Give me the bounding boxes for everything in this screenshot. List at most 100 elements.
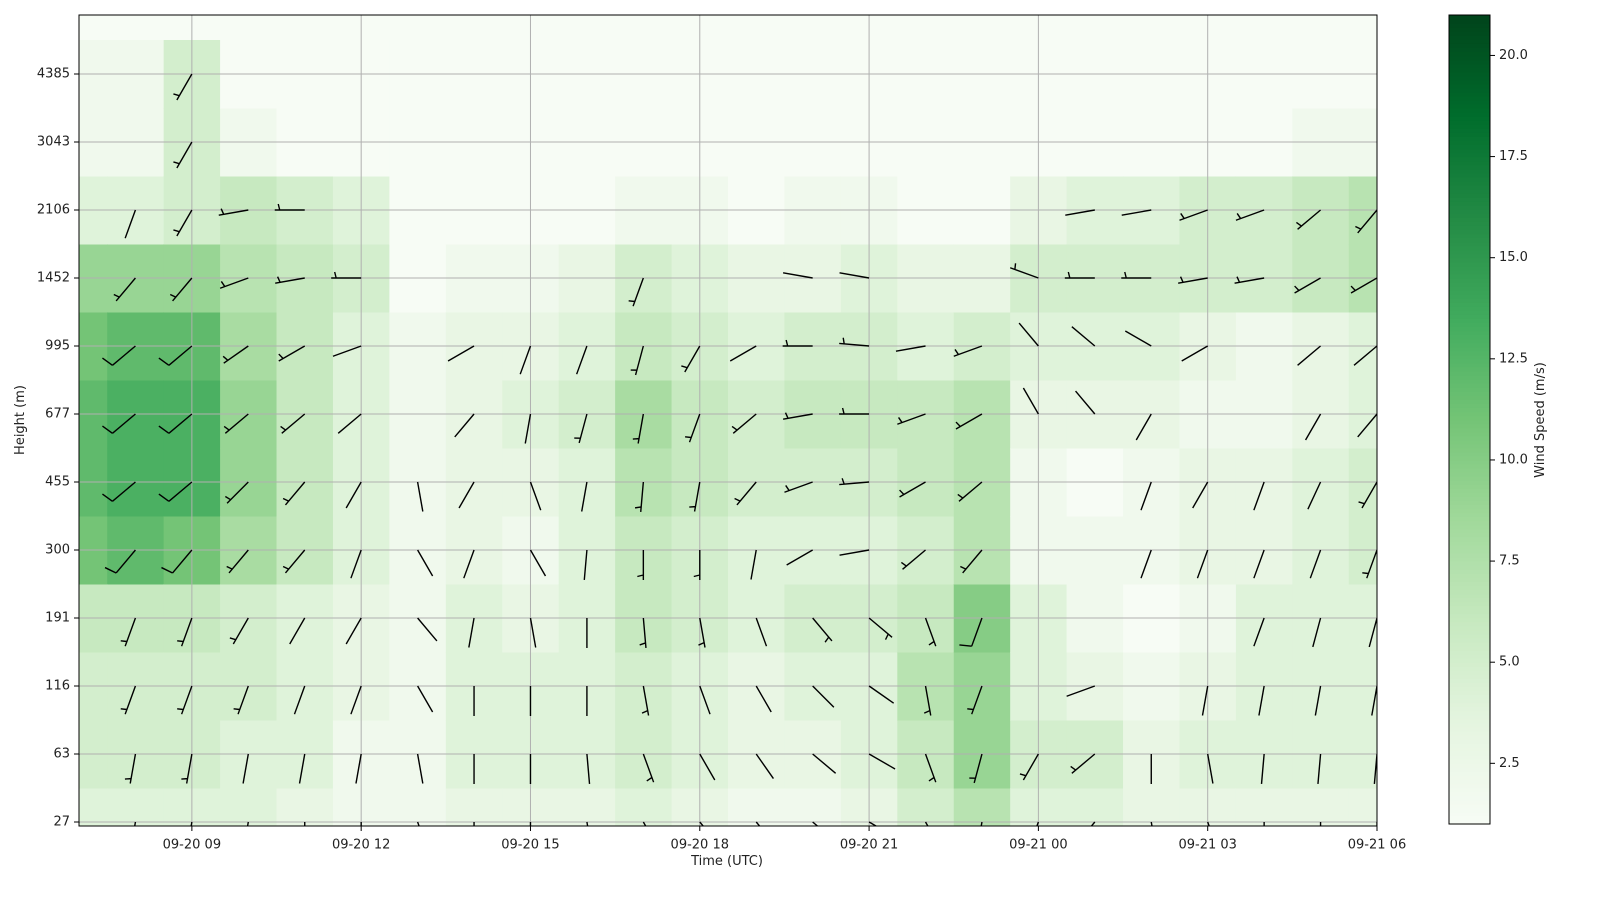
colorbar-segment xyxy=(1449,662,1490,667)
colorbar-frame xyxy=(1448,14,1491,825)
colorbar-segment xyxy=(1449,168,1490,174)
colorbar-segment xyxy=(1449,164,1490,170)
wind-barb xyxy=(224,481,249,504)
wind-barb xyxy=(575,345,588,375)
wind-barb xyxy=(1307,481,1322,510)
wind-barb xyxy=(924,617,937,647)
colorbar-segment xyxy=(1449,379,1490,384)
x-tick-label: 09-21 03 xyxy=(1178,838,1236,853)
colorbar-segment xyxy=(1449,641,1490,647)
wind-barb xyxy=(1009,263,1039,279)
heatmap xyxy=(79,15,1377,826)
colorbar-segment xyxy=(1449,152,1490,158)
heatmap-cell xyxy=(615,788,673,826)
colorbar-segment xyxy=(1449,395,1490,400)
wind-barb xyxy=(519,345,532,375)
wind-barb xyxy=(782,412,813,420)
colorbar-segment xyxy=(1449,257,1490,263)
colorbar-segment xyxy=(1449,690,1490,696)
colorbar-segment xyxy=(1449,209,1490,214)
colorbar-segment xyxy=(1449,767,1490,773)
wind-barb xyxy=(1234,276,1265,284)
colorbar-segment xyxy=(1449,654,1490,659)
wind-barb xyxy=(102,345,136,366)
colorbar-segment xyxy=(1449,399,1490,404)
colorbar-tick-label: 7.5 xyxy=(1499,554,1520,569)
wind-barb xyxy=(529,549,547,577)
colorbar-segment xyxy=(1449,544,1490,550)
colorbar-segment xyxy=(1449,197,1490,202)
wind-barb xyxy=(895,345,926,352)
wind-barb xyxy=(229,617,249,645)
colorbar-segment xyxy=(1449,759,1490,764)
wind-barb xyxy=(750,549,757,580)
colorbar-segment xyxy=(1449,516,1490,522)
heatmap-cell xyxy=(784,788,842,826)
wind-barb xyxy=(642,753,655,783)
colorbar-segment xyxy=(1449,435,1490,441)
wind-barb xyxy=(350,685,362,715)
colorbar-segment xyxy=(1449,775,1490,781)
colorbar-segment xyxy=(1449,722,1490,728)
colorbar-segment xyxy=(1449,120,1490,125)
colorbar-segment xyxy=(1449,702,1490,708)
colorbar-tick-label: 2.5 xyxy=(1499,756,1520,771)
colorbar-segment xyxy=(1449,217,1490,222)
wind-barb xyxy=(458,481,475,509)
wind-barb xyxy=(1371,685,1377,716)
wind-barb xyxy=(454,413,475,438)
wind-barb xyxy=(786,549,814,566)
colorbar-tick-label: 20.0 xyxy=(1499,48,1528,63)
colorbar-segment xyxy=(1449,184,1490,190)
colorbar-segment xyxy=(1449,500,1490,506)
colorbar-segment xyxy=(1449,625,1490,631)
wind-barb xyxy=(1124,330,1152,347)
colorbar-segment xyxy=(1449,666,1490,671)
colorbar-segment xyxy=(1449,51,1490,57)
colorbar-segment xyxy=(1449,819,1490,825)
wind-barb xyxy=(868,753,896,770)
colorbar-segment xyxy=(1449,609,1490,615)
colorbar-segment xyxy=(1449,370,1490,376)
y-tick-label: 27 xyxy=(53,815,70,830)
colorbar-segment xyxy=(1449,221,1490,226)
colorbar-segment xyxy=(1449,245,1490,251)
wind-barb xyxy=(417,617,438,642)
wind-barb xyxy=(104,549,136,574)
wind-barb xyxy=(782,272,813,279)
wind-barb xyxy=(337,413,362,434)
colorbar-segment xyxy=(1449,504,1490,510)
colorbar-segment xyxy=(1449,132,1490,137)
wind-barb xyxy=(1121,271,1152,279)
colorbar-segment xyxy=(1449,601,1490,607)
wind-barb xyxy=(181,753,193,784)
wind-barb xyxy=(634,481,645,512)
wind-barb xyxy=(1358,481,1377,509)
wind-barb xyxy=(1304,413,1322,441)
wind-barb xyxy=(1317,753,1322,784)
colorbar-segment xyxy=(1449,710,1490,716)
grid xyxy=(79,15,1378,826)
colorbar-segment xyxy=(1449,484,1490,489)
wind-barb xyxy=(416,753,424,784)
wind-barb xyxy=(1312,617,1322,648)
colorbar-segment xyxy=(1449,557,1490,562)
colorbar-segment xyxy=(1449,286,1490,291)
colorbar-segment xyxy=(1449,480,1490,485)
wind-barb xyxy=(169,277,193,302)
wind-barb xyxy=(1179,209,1208,221)
wind-barb xyxy=(1207,753,1214,784)
wind-barb xyxy=(755,753,774,779)
wind-barb xyxy=(177,685,193,715)
colorbar-segment xyxy=(1449,613,1490,619)
colorbar-segment xyxy=(1449,71,1490,77)
colorbar-segment xyxy=(1449,375,1490,380)
colorbar-segment xyxy=(1449,99,1490,105)
colorbar-tick-label: 12.5 xyxy=(1499,351,1528,366)
y-tick-label: 2106 xyxy=(37,203,70,218)
colorbar-segment xyxy=(1449,468,1490,473)
colorbar-segment xyxy=(1449,787,1490,793)
wind-barb xyxy=(524,413,532,444)
colorbar-segment xyxy=(1449,362,1490,368)
colorbar-segment xyxy=(1449,512,1490,518)
